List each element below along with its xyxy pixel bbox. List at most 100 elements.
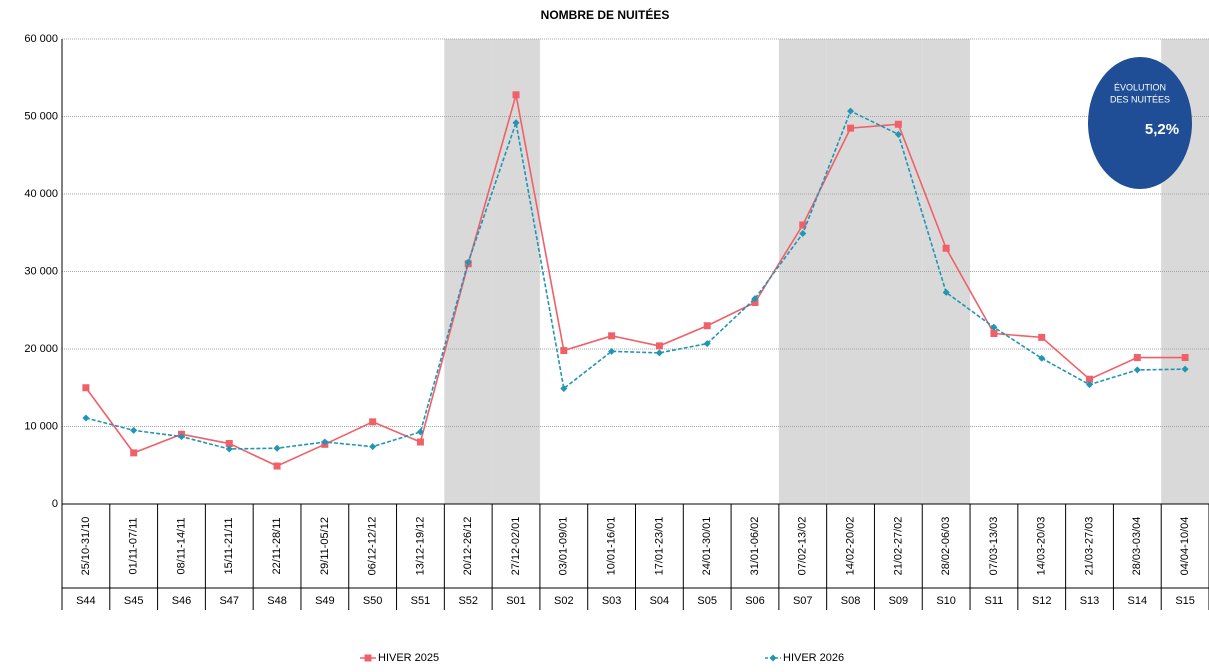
point <box>799 221 807 229</box>
x-tick-label: S09 <box>889 595 909 607</box>
point <box>273 444 281 452</box>
series-line <box>85 109 1186 450</box>
y-tick-label: 60 000 <box>24 33 58 45</box>
x-tick-label: S04 <box>650 595 670 607</box>
x-tick-label: S07 <box>793 595 813 607</box>
point <box>225 440 233 448</box>
date-range-label: 17/01-23/01 <box>653 517 665 576</box>
point <box>655 342 663 350</box>
point <box>321 438 329 446</box>
point <box>894 130 902 138</box>
date-range-label: 28/02-06/03 <box>940 517 952 576</box>
point <box>130 449 138 457</box>
point <box>703 322 711 330</box>
x-tick-label: S13 <box>1080 595 1100 607</box>
date-range-label: 24/01-30/01 <box>701 517 713 576</box>
date-range-label: 06/12-12/12 <box>367 517 379 576</box>
point <box>799 230 807 238</box>
x-tick-label: S52 <box>458 595 478 607</box>
date-range-label: 28/03-03/04 <box>1131 517 1143 576</box>
legend-label: HIVER 2025 <box>378 652 439 664</box>
point <box>1133 354 1141 362</box>
point <box>1086 381 1094 389</box>
point <box>177 433 185 441</box>
point <box>82 414 90 422</box>
y-tick-label: 10 000 <box>24 420 58 432</box>
date-range-label: 21/03-27/03 <box>1083 517 1095 576</box>
point <box>942 288 950 296</box>
point <box>273 462 281 470</box>
point <box>1133 366 1141 374</box>
x-tick-label: S15 <box>1175 595 1195 607</box>
x-tick-label: S48 <box>267 595 287 607</box>
point <box>847 107 855 115</box>
date-range-label: 31/01-06/02 <box>749 517 761 576</box>
annotation-text: ÉVOLUTION <box>1114 82 1166 92</box>
point <box>130 426 138 434</box>
point <box>1038 333 1046 341</box>
point <box>369 418 377 426</box>
x-tick-label: S50 <box>363 595 383 607</box>
date-range-label: 07/02-13/02 <box>797 517 809 576</box>
date-range-label: 10/01-16/01 <box>606 517 618 576</box>
date-range-label: 04/04-10/04 <box>1179 517 1191 576</box>
point <box>512 91 520 99</box>
point <box>464 258 472 266</box>
y-tick-label: 20 000 <box>24 343 58 355</box>
point <box>751 299 759 306</box>
point <box>990 330 998 337</box>
x-tick-label: S05 <box>697 595 717 607</box>
date-range-label: 13/12-19/12 <box>414 517 426 576</box>
date-range-label: 07/03-13/03 <box>988 517 1000 576</box>
date-range-label: 27/12-02/01 <box>510 517 522 576</box>
x-tick-label: S03 <box>602 595 622 607</box>
x-tick-label: S45 <box>124 595 144 607</box>
point <box>1038 354 1046 362</box>
series-line <box>85 94 1186 467</box>
x-tick-label: S11 <box>985 595 1004 607</box>
x-tick-label: S10 <box>936 595 956 607</box>
x-tick-label: S49 <box>315 595 335 607</box>
x-tick-label: S44 <box>76 595 96 607</box>
date-range-label: 22/11-28/11 <box>271 517 283 574</box>
point <box>1181 354 1189 362</box>
date-range-label: 20/12-26/12 <box>462 517 474 576</box>
chart-title: NOMBRE DE NUITÉES <box>541 7 670 22</box>
point <box>847 124 855 132</box>
y-tick-label: 50 000 <box>24 110 58 122</box>
point <box>990 323 998 331</box>
date-range-label: 21/02-27/02 <box>892 517 904 576</box>
annotation-text: DES NUITÉES <box>1110 94 1170 104</box>
point <box>416 428 424 436</box>
date-range-label: 01/11-07/11 <box>128 517 140 574</box>
date-range-label: 15/11-21/11 <box>223 517 235 574</box>
point <box>369 443 377 451</box>
date-range-label: 25/10-31/10 <box>80 517 92 576</box>
point <box>894 120 902 128</box>
y-tick-label: 40 000 <box>24 188 58 200</box>
y-tick-label: 0 <box>52 498 58 510</box>
x-tick-label: S02 <box>554 595 574 607</box>
y-tick-label: 30 000 <box>24 265 58 277</box>
date-range-label: 29/11-05/12 <box>319 517 331 575</box>
point <box>364 654 372 662</box>
point <box>225 445 233 453</box>
x-tick-label: S06 <box>745 595 765 607</box>
point <box>1086 375 1094 383</box>
point <box>751 295 759 303</box>
point <box>416 438 424 446</box>
point <box>560 385 568 393</box>
point <box>560 347 568 355</box>
point <box>82 384 90 392</box>
x-tick-label: S14 <box>1128 595 1148 607</box>
x-tick-label: S46 <box>172 595 192 607</box>
point <box>1181 365 1189 373</box>
point <box>512 119 520 127</box>
point <box>608 347 616 355</box>
annotation-bubble <box>1088 57 1192 189</box>
point <box>769 654 777 662</box>
x-tick-label: S01 <box>506 595 526 607</box>
point <box>942 244 950 252</box>
annotation-value: 5,2% <box>1145 121 1179 138</box>
